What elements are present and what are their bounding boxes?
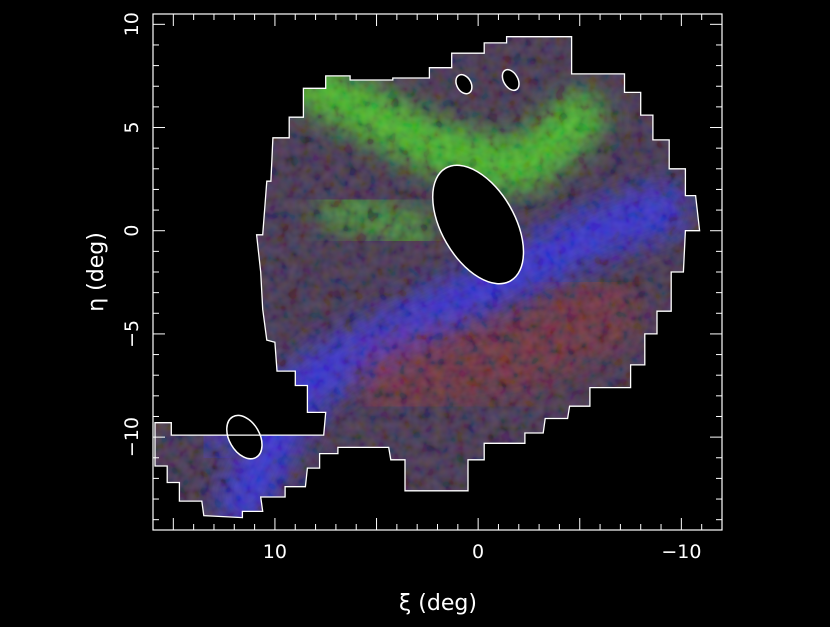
y-tick-label: −10 <box>121 417 143 457</box>
x-tick-label: −10 <box>661 541 701 563</box>
y-tick-label: 0 <box>121 225 143 237</box>
masked-region-3 <box>226 414 263 460</box>
masked-region-0 <box>431 164 525 285</box>
y-tick-label: −5 <box>121 320 143 348</box>
coverage-outline <box>154 36 701 519</box>
masked-region-2 <box>501 68 520 92</box>
coverage-outline-layer <box>154 36 701 519</box>
x-axis-label: ξ (deg) <box>399 591 477 616</box>
x-tick-label: 0 <box>472 541 484 563</box>
masked-regions <box>226 68 525 460</box>
masked-region-1 <box>455 73 473 95</box>
x-tick-label: 10 <box>263 541 287 563</box>
axes: 10 0 −10 10 5 0 −5 −10 <box>121 12 723 563</box>
y-tick-label: 10 <box>121 12 143 36</box>
y-axis-label: η (deg) <box>84 232 109 312</box>
y-tick-label: 5 <box>121 121 143 133</box>
